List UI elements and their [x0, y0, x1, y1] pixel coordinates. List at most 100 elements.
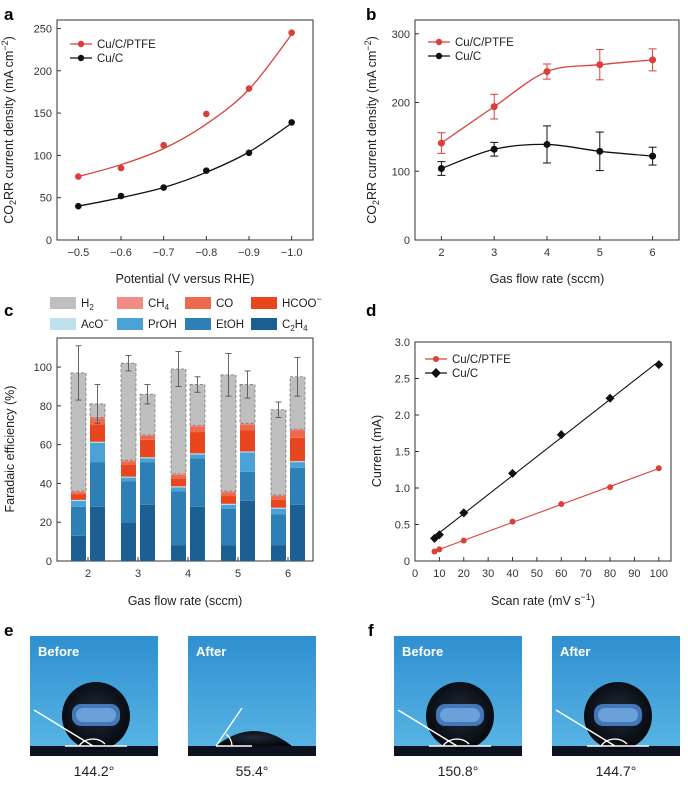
tangent-line — [33, 709, 94, 747]
data-point-b — [596, 147, 604, 155]
y-tick-label-a: 100 — [34, 150, 52, 162]
data-point-d — [558, 501, 565, 508]
y-tick-label-b: 100 — [392, 166, 410, 178]
bar-segment-co — [71, 492, 86, 495]
data-point-d — [654, 360, 664, 370]
data-point-b — [490, 103, 498, 111]
y-tick-label-b: 0 — [404, 235, 410, 247]
y-axis-d: 0 0.5 1.0 1.5 2.0 2.5 3.0 — [395, 337, 419, 568]
bar-segment-proh — [121, 477, 136, 482]
bar-segment-etoh — [271, 514, 286, 546]
legend-marker-d-ptfe — [433, 356, 439, 362]
data-point-d — [509, 518, 516, 525]
y-tick-label-a: 250 — [34, 23, 52, 35]
bar-segment-aco — [271, 507, 286, 509]
data-point-b — [649, 152, 657, 160]
bar-segment-h2 — [120, 362, 137, 461]
x-tick-label-d: 100 — [650, 568, 668, 580]
x-tick-label-d: 20 — [458, 568, 470, 580]
bar-segment-ch4 — [121, 460, 136, 462]
bar-segment-proh — [271, 508, 286, 515]
bar-segment-c2h4 — [121, 522, 136, 561]
bar-segment-ch4 — [240, 423, 255, 425]
contact-angle-label: 55.4° — [236, 763, 269, 779]
angle-arc — [442, 738, 470, 747]
legend-swatch-c-ch4 — [117, 297, 143, 309]
droplet-highlight — [76, 708, 116, 722]
data-point-a — [75, 173, 82, 180]
data-point-a — [203, 167, 210, 174]
bar-segment-hcoo — [121, 465, 136, 477]
bar-segment-etoh — [190, 458, 205, 507]
bar-segment-etoh — [171, 491, 186, 546]
y-tick-label-d: 1.5 — [395, 447, 410, 459]
bar-segment-proh — [221, 504, 236, 509]
bar-segment-etoh — [221, 508, 236, 546]
legend-text-c: HCOO — [282, 298, 317, 310]
legend-label-c-aco: AcO− — [81, 315, 109, 331]
bar-segment-etoh — [290, 467, 305, 505]
x-tick-label-b: 2 — [438, 247, 444, 259]
bar-segment-c2h4 — [140, 504, 155, 561]
legend-b: Cu/C/PTFE Cu/C — [428, 37, 514, 63]
legend-label-a-ptfe: Cu/C/PTFE — [97, 39, 156, 51]
y-tick-label-a: 150 — [34, 108, 52, 120]
data-point-b — [437, 139, 445, 147]
bar-segment-c2h4 — [240, 500, 255, 561]
x-axis-a: −0.5 −0.6 −0.7 −0.8 −0.9 −1.0 — [67, 236, 303, 259]
y-axis-label-b: CO2RR current density (mA cm−2) — [363, 36, 381, 224]
x-tick-label-c: 3 — [135, 568, 141, 580]
y-tick-label-d: 0 — [404, 556, 410, 568]
legend-sub-c: 4 — [165, 303, 170, 312]
photo-label: After — [560, 644, 590, 659]
data-point-a — [245, 149, 253, 157]
x-tick-label-b: 6 — [650, 247, 656, 259]
bar-segment-co — [290, 430, 305, 438]
contact-angle-label: 150.8° — [438, 763, 479, 779]
legend-sub-c: 2 — [290, 324, 295, 333]
x-tick-label-c: 4 — [185, 568, 191, 580]
tangent-line — [397, 709, 458, 747]
data-point-a — [160, 184, 167, 191]
substrate — [188, 746, 316, 756]
chart-b: 0 100 200 300 2 3 4 5 6 Gas flow rate (sccm) CO… — [363, 19, 680, 286]
x-tick-label-a: −0.6 — [110, 247, 132, 259]
bar-segment-proh — [171, 487, 186, 492]
bar-segment-hcoo — [290, 437, 305, 462]
x-tick-label-d: 30 — [482, 568, 494, 580]
photo-label: Before — [402, 644, 443, 659]
legend-text-c: AcO — [81, 319, 103, 331]
legend-label-c-proh: PrOH — [148, 319, 177, 331]
bar-segment-c2h4 — [90, 506, 105, 561]
chart-d: 0 0.5 1.0 1.5 2.0 2.5 3.0 0 10 20 30 40 50 60 70 80 90 1… — [370, 337, 672, 608]
y-tick-label-b: 200 — [392, 98, 410, 110]
y-tick-label-d: 1.0 — [395, 483, 410, 495]
x-axis-label-d: Scan rate (mV s−1) — [491, 592, 595, 608]
bar-segment-proh — [290, 462, 305, 468]
data-point-d — [556, 430, 566, 440]
x-tick-label-d: 40 — [506, 568, 518, 580]
panel-letter-c: c — [4, 301, 13, 320]
data-point-b — [543, 140, 551, 148]
x-axis-c: 2 3 4 5 6 — [85, 557, 291, 580]
legend-swatch-c-proh — [117, 318, 143, 330]
x-axis-b: 2 3 4 5 6 — [438, 236, 656, 259]
fit-line-d-1 — [434, 360, 660, 538]
bar-segment-hcoo — [240, 430, 255, 452]
contact-angle-label: 144.2° — [74, 763, 115, 779]
legend-sub-c: 2 — [89, 303, 94, 312]
legend-text-c: H — [81, 298, 89, 310]
tangent-line — [555, 709, 616, 747]
data-point-d — [460, 537, 467, 544]
x-tick-label-d: 80 — [604, 568, 616, 580]
y-tick-label-d: 3.0 — [395, 337, 410, 349]
bars-c — [70, 345, 306, 561]
bar-segment-c2h4 — [71, 535, 86, 561]
bar-segment-aco — [240, 451, 255, 453]
legend-text-c: CH — [148, 298, 165, 310]
legend-swatch-c-co — [185, 297, 211, 309]
bar-segment-aco — [221, 503, 236, 505]
legend-label-a-cuc: Cu/C — [97, 53, 123, 65]
bar-segment-ch4 — [290, 429, 305, 431]
